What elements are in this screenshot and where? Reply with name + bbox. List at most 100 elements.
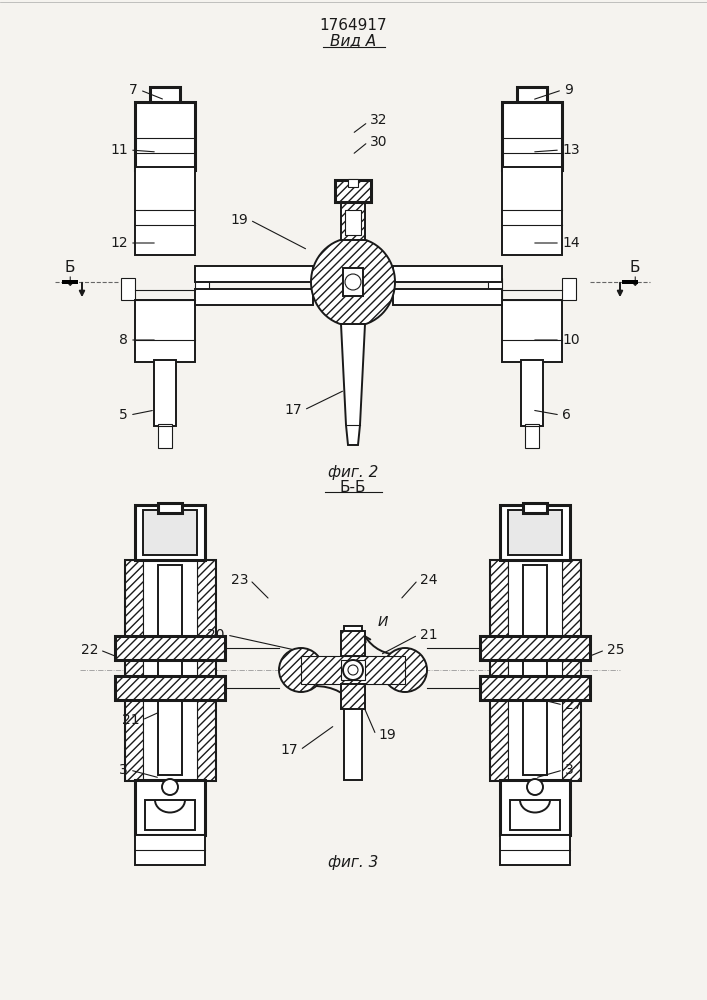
Bar xyxy=(502,167,562,255)
Bar xyxy=(343,268,363,296)
Bar xyxy=(341,631,365,656)
Text: 6: 6 xyxy=(562,408,571,422)
Bar xyxy=(510,800,560,830)
Polygon shape xyxy=(341,324,365,445)
Circle shape xyxy=(345,274,361,290)
Text: 27: 27 xyxy=(565,698,583,712)
Bar xyxy=(125,560,143,780)
Bar xyxy=(393,266,502,282)
Bar xyxy=(562,278,576,300)
Text: ↓: ↓ xyxy=(630,275,641,288)
Bar xyxy=(622,280,638,284)
Circle shape xyxy=(383,648,427,692)
Bar xyxy=(480,676,590,700)
Text: 17: 17 xyxy=(281,743,298,757)
Bar xyxy=(480,676,590,700)
Bar xyxy=(480,636,590,660)
Bar xyxy=(115,676,225,700)
Bar xyxy=(301,656,405,684)
Bar xyxy=(521,360,543,426)
Bar xyxy=(500,505,570,560)
Text: 24: 24 xyxy=(420,573,438,587)
Bar xyxy=(135,300,195,362)
Text: 30: 30 xyxy=(370,135,387,149)
Text: 21: 21 xyxy=(420,628,438,642)
Bar xyxy=(490,560,508,780)
Text: 19: 19 xyxy=(230,213,248,227)
Bar xyxy=(121,278,135,300)
Bar xyxy=(125,560,143,780)
Bar xyxy=(490,560,508,780)
Text: 19: 19 xyxy=(378,728,396,742)
Text: ↓: ↓ xyxy=(65,275,75,288)
Bar xyxy=(502,102,562,170)
Bar xyxy=(154,360,176,426)
Bar xyxy=(197,560,215,780)
Text: 13: 13 xyxy=(562,143,580,157)
Text: 1764917: 1764917 xyxy=(319,17,387,32)
Text: 12: 12 xyxy=(110,236,128,250)
Text: 20: 20 xyxy=(207,628,225,642)
Bar xyxy=(197,560,215,780)
Text: 21: 21 xyxy=(122,713,140,727)
Bar xyxy=(135,780,205,835)
Bar xyxy=(135,505,205,560)
Bar xyxy=(341,684,365,709)
Bar xyxy=(115,676,225,700)
Bar xyxy=(480,636,590,660)
Bar xyxy=(158,565,182,775)
Bar xyxy=(158,424,172,448)
Bar xyxy=(502,300,562,362)
Circle shape xyxy=(162,779,178,795)
Text: 22: 22 xyxy=(81,643,98,657)
Bar xyxy=(135,167,195,255)
Bar xyxy=(62,280,78,284)
Bar xyxy=(135,102,195,170)
Bar xyxy=(195,266,313,282)
Bar xyxy=(508,510,562,555)
Ellipse shape xyxy=(311,238,395,326)
Text: 3: 3 xyxy=(119,763,128,777)
Bar xyxy=(125,560,215,780)
Bar xyxy=(490,560,580,780)
Text: Вид А: Вид А xyxy=(330,33,376,48)
Text: Б: Б xyxy=(65,260,75,275)
Text: фиг. 2: фиг. 2 xyxy=(328,464,378,480)
Circle shape xyxy=(527,779,543,795)
Bar xyxy=(517,87,547,105)
Bar xyxy=(115,636,225,660)
Bar xyxy=(523,503,547,513)
Bar xyxy=(562,560,580,780)
Text: 5: 5 xyxy=(119,408,128,422)
Bar xyxy=(145,800,195,830)
Text: Б-Б: Б-Б xyxy=(340,480,366,494)
Text: И: И xyxy=(378,615,388,629)
Text: 8: 8 xyxy=(119,333,128,347)
Text: 23: 23 xyxy=(230,573,248,587)
Bar xyxy=(335,180,371,202)
Bar xyxy=(143,560,197,780)
Bar xyxy=(525,424,539,448)
Bar xyxy=(500,780,570,835)
Text: 9: 9 xyxy=(564,83,573,97)
Text: 25: 25 xyxy=(607,643,624,657)
Text: 11: 11 xyxy=(110,143,128,157)
Bar xyxy=(341,202,365,240)
Text: 7: 7 xyxy=(129,83,138,97)
Circle shape xyxy=(279,648,323,692)
Bar xyxy=(341,684,365,709)
Bar xyxy=(143,510,197,555)
Circle shape xyxy=(343,660,363,680)
Text: Б: Б xyxy=(630,260,641,275)
Bar xyxy=(150,87,180,105)
Bar xyxy=(158,503,182,513)
Bar xyxy=(345,210,361,235)
Bar xyxy=(348,179,358,187)
Text: 3: 3 xyxy=(565,763,574,777)
Bar xyxy=(195,289,313,305)
Bar xyxy=(508,560,562,780)
Text: фиг. 3: фиг. 3 xyxy=(328,854,378,869)
Text: 10: 10 xyxy=(562,333,580,347)
Text: 14: 14 xyxy=(562,236,580,250)
Bar xyxy=(335,180,371,202)
